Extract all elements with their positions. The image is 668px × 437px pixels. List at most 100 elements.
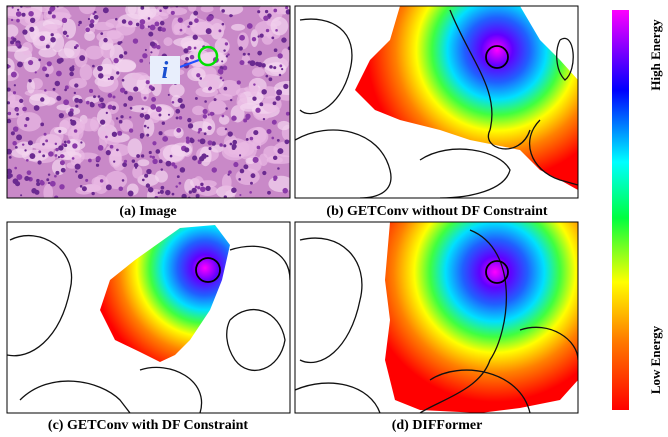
nucleus (257, 146, 261, 150)
nucleus (146, 183, 150, 187)
nucleus (100, 179, 104, 183)
nucleus (74, 92, 76, 94)
colorbar-label: High Energy (648, 19, 663, 91)
nucleus (61, 168, 66, 173)
nucleus (170, 155, 173, 158)
nucleus (204, 132, 207, 135)
nucleus (225, 128, 227, 130)
nucleus (178, 18, 183, 23)
nucleus (239, 60, 244, 65)
nucleus (8, 65, 11, 68)
nucleus (196, 194, 200, 198)
heat-blob (355, 6, 578, 190)
nucleus (222, 79, 224, 81)
nucleus (272, 120, 277, 125)
nucleus (88, 18, 90, 20)
nucleus (223, 144, 226, 147)
nucleus (100, 32, 103, 35)
nucleus (232, 140, 237, 145)
nucleus (176, 128, 181, 133)
nucleus (108, 105, 113, 110)
nucleus (166, 161, 172, 167)
nucleus (225, 42, 228, 45)
nucleus (64, 89, 67, 92)
nucleus (239, 154, 241, 156)
tissue-region (105, 119, 115, 130)
nucleus (156, 106, 162, 112)
nucleus (108, 93, 113, 98)
nucleus (233, 162, 238, 167)
nucleus (162, 122, 165, 125)
caption: (b) GETConv without DF Constraint (326, 204, 548, 219)
nucleus (117, 131, 122, 136)
nucleus (273, 178, 276, 181)
tissue-region (56, 104, 70, 110)
nucleus (119, 186, 124, 191)
nucleus (122, 79, 125, 82)
nucleus (162, 136, 168, 142)
tissue-region (84, 31, 95, 41)
nucleus (140, 24, 143, 27)
nucleus (243, 164, 248, 169)
nucleus (132, 159, 135, 162)
nucleus (158, 192, 160, 194)
nucleus (193, 35, 198, 40)
nucleus (46, 44, 50, 48)
nucleus (146, 134, 149, 137)
nucleus (122, 162, 127, 167)
nucleus (120, 41, 123, 44)
nucleus (147, 127, 149, 129)
nucleus (16, 11, 22, 17)
nucleus (249, 191, 252, 194)
nucleus (106, 184, 112, 190)
nucleus (168, 94, 170, 96)
nucleus (203, 109, 208, 114)
nucleus (90, 102, 93, 105)
nucleus (255, 108, 260, 113)
tissue-region (236, 168, 260, 185)
tissue-region (155, 170, 168, 182)
nucleus (50, 181, 56, 187)
nucleus (161, 186, 165, 190)
nucleus (222, 115, 225, 118)
energy-map (295, 222, 578, 413)
nucleus (260, 34, 264, 38)
nucleus (24, 149, 26, 151)
nucleus (172, 193, 175, 196)
nucleus (207, 140, 212, 145)
nucleus (196, 73, 200, 77)
tissue-region (127, 138, 142, 157)
nucleus (269, 65, 273, 69)
nucleus (17, 9, 19, 11)
tissue-region (188, 3, 196, 12)
nucleus (59, 184, 64, 189)
nucleus (124, 51, 128, 55)
nucleus (22, 143, 24, 145)
tissue-region (17, 112, 42, 131)
nucleus (175, 109, 180, 114)
nucleus (60, 160, 65, 165)
tissue-region (271, 17, 289, 36)
nucleus (82, 186, 87, 191)
nucleus (16, 19, 20, 23)
nucleus (98, 104, 102, 108)
nucleus (251, 173, 256, 178)
nucleus (38, 150, 41, 153)
tissue-region (222, 174, 232, 191)
nucleus (74, 83, 78, 87)
nucleus (200, 187, 206, 193)
nucleus (28, 60, 33, 65)
nucleus (40, 180, 43, 183)
nucleus (148, 32, 153, 37)
tissue-region (237, 32, 248, 49)
nucleus (115, 18, 118, 21)
nucleus (28, 79, 31, 82)
nucleus (240, 169, 245, 174)
nucleus (277, 167, 280, 170)
nucleus (53, 88, 56, 91)
nucleus (156, 45, 160, 49)
nucleus (24, 124, 27, 127)
nucleus (100, 119, 105, 124)
nucleus (56, 96, 61, 101)
nucleus (253, 83, 255, 85)
